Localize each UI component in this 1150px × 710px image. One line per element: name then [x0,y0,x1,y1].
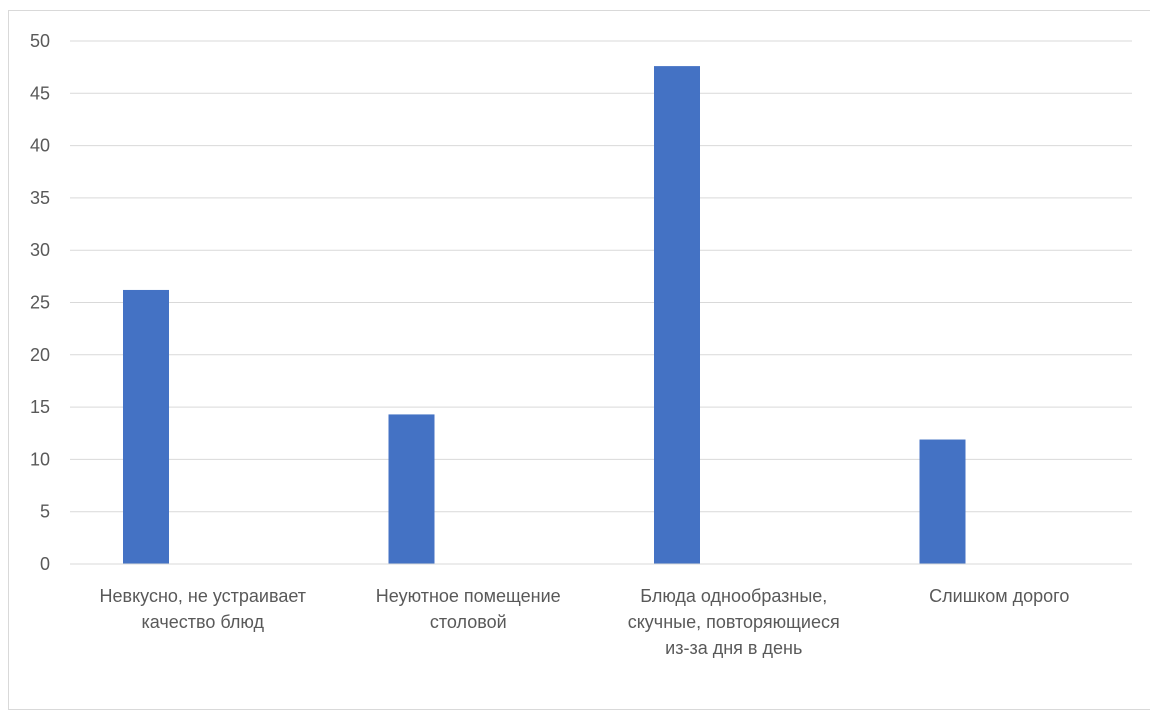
x-axis-category-labels: Невкусно, не устраивает качество блюд Неую… [100,586,1070,658]
x-category-label-line: Неуютное помещение [376,586,561,606]
bar [919,439,966,564]
x-category-label-line: качество блюд [141,612,264,632]
gridlines [70,40,1132,513]
x-category-label: Слишком дорого [929,586,1069,606]
x-category-label-line: Невкусно, не устраивает [100,586,307,606]
y-tick-label: 35 [30,188,50,208]
x-category-label: Блюда однообразные, скучные, повторяющиес… [628,586,840,658]
bar-chart: 0 5 10 15 20 25 30 35 40 45 50 Невкусно, не устраи… [30,31,1132,658]
y-tick-label: 10 [30,449,50,469]
x-category-label-line: скучные, повторяющиеся [628,612,840,632]
bar [388,414,435,564]
y-tick-label: 40 [30,136,50,156]
x-category-label: Невкусно, не устраивает качество блюд [100,586,307,632]
y-tick-label: 5 [40,502,50,522]
y-tick-label: 25 [30,293,50,313]
bars [123,66,966,564]
x-category-label-line: Блюда однообразные, [640,586,827,606]
y-tick-label: 15 [30,397,50,417]
x-category-label-line: столовой [430,612,507,632]
y-tick-label: 45 [30,83,50,103]
y-tick-label: 50 [30,31,50,51]
y-tick-label: 20 [30,345,50,365]
bar [654,66,700,564]
y-tick-label: 30 [30,240,50,260]
y-axis-ticks: 0 5 10 15 20 25 30 35 40 45 50 [30,31,50,574]
x-category-label: Неуютное помещение столовой [376,586,561,632]
x-category-label-line: из-за дня в день [665,638,802,658]
bar [123,289,169,564]
x-category-label-line: Слишком дорого [929,586,1069,606]
chart-frame [8,10,1150,710]
y-tick-label: 0 [40,554,50,574]
